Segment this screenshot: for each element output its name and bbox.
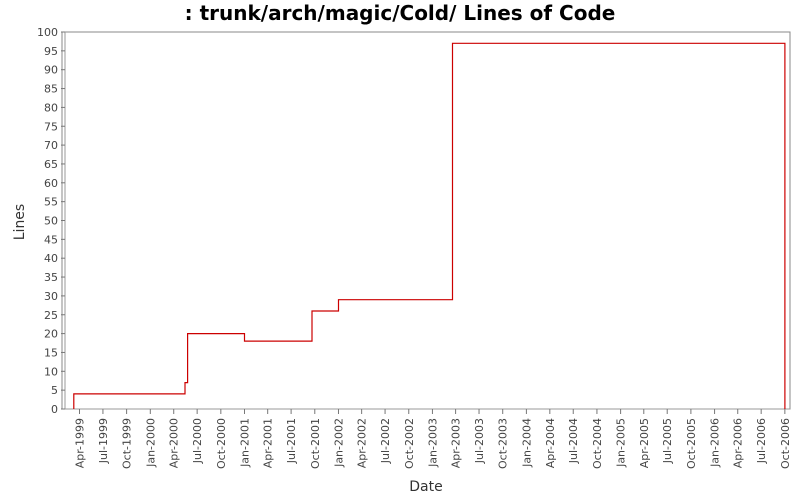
x-tick-label: Jan-2000 [144, 418, 157, 468]
lines-of-code-series [73, 42, 786, 409]
x-tick-label: Jul-2002 [379, 418, 392, 464]
x-tick-label: Apr-2001 [262, 418, 275, 468]
x-tick-label: Jul-2003 [473, 418, 486, 464]
x-tick-label: Jan-2004 [520, 418, 533, 468]
x-tick-label: Oct-2004 [591, 418, 604, 469]
x-tick-label: Oct-2002 [403, 418, 416, 469]
y-tick-label: 45 [44, 233, 58, 246]
x-axis-label: Date [409, 479, 442, 495]
y-tick-label: 15 [44, 346, 58, 359]
x-tick-label: Oct-2005 [685, 418, 698, 469]
x-tick-label: Jan-2003 [426, 418, 439, 468]
y-tick-label: 65 [44, 158, 58, 171]
x-tick-label: Jan-2001 [239, 418, 252, 468]
y-tick-label: 100 [37, 26, 58, 39]
x-tick-label: Jul-2006 [755, 418, 768, 464]
x-tick-label: Oct-1999 [121, 418, 134, 469]
x-tick-label: Jul-2004 [567, 418, 580, 464]
x-tick-label: Oct-2003 [497, 418, 510, 469]
x-tick-label: Oct-2001 [309, 418, 322, 469]
y-tick-label: 40 [44, 252, 58, 265]
y-tick-label: 95 [44, 45, 58, 58]
y-tick-label: 90 [44, 64, 58, 77]
x-tick-label: Apr-2003 [450, 418, 463, 468]
y-tick-label: 10 [44, 365, 58, 378]
x-tick-label: Oct-2006 [779, 418, 792, 469]
y-tick-label: 75 [44, 120, 58, 133]
y-tick-label: 55 [44, 196, 58, 209]
y-tick-label: 50 [44, 215, 58, 228]
y-tick-label: 25 [44, 309, 58, 322]
x-tick-label: Apr-2000 [168, 418, 181, 468]
x-tick-label: Oct-2000 [215, 418, 228, 469]
x-tick-label: Apr-2004 [544, 418, 557, 468]
y-tick-label: 70 [44, 139, 58, 152]
y-tick-label: 85 [44, 83, 58, 96]
x-tick-label: Apr-2002 [356, 418, 369, 468]
y-tick-label: 60 [44, 177, 58, 190]
y-axis-label: Lines [12, 204, 28, 240]
x-tick-label: Apr-2005 [638, 418, 651, 468]
y-tick-label: 30 [44, 290, 58, 303]
y-tick-label: 0 [51, 403, 58, 416]
y-tick-label: 80 [44, 101, 58, 114]
y-tick-label: 5 [51, 384, 58, 397]
x-tick-label: Jul-2001 [285, 418, 298, 464]
x-tick-label: Jul-1999 [97, 418, 110, 464]
plot-frame [61, 31, 791, 410]
x-tick-label: Apr-1999 [74, 418, 87, 468]
y-tick-label: 20 [44, 328, 58, 341]
x-tick-label: Jan-2006 [709, 418, 722, 468]
x-tick-label: Jan-2005 [615, 418, 628, 468]
chart-title: : trunk/arch/magic/Cold/ Lines of Code [185, 1, 616, 25]
x-tick-label: Jul-2000 [191, 418, 204, 464]
x-tick-label: Apr-2006 [732, 418, 745, 468]
y-tick-label: 35 [44, 271, 58, 284]
x-tick-label: Jan-2002 [332, 418, 345, 468]
x-tick-label: Jul-2005 [661, 418, 674, 464]
